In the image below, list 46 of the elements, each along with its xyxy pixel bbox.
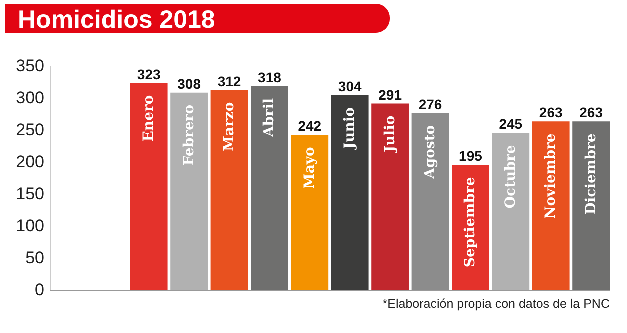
- x-tick-label: Junio: [342, 107, 358, 152]
- bar: [251, 86, 288, 290]
- y-tick-label: 50: [26, 248, 44, 268]
- y-tick-label: 300: [16, 88, 44, 108]
- x-tick-label: Mayo: [302, 147, 318, 190]
- x-tick-label: Enero: [141, 95, 158, 142]
- data-label: 263: [580, 104, 604, 121]
- bar: [412, 113, 450, 290]
- x-tick-label: Julio: [382, 116, 398, 155]
- x-tick-label: Diciembre: [583, 134, 600, 215]
- bar: [331, 95, 369, 290]
- bar: [532, 122, 570, 290]
- y-tick-label: 0: [35, 280, 44, 300]
- data-label: 245: [499, 116, 523, 132]
- data-label: 308: [178, 76, 202, 92]
- data-label: 276: [418, 96, 442, 112]
- bar: [572, 122, 610, 290]
- data-label: 195: [459, 148, 483, 164]
- x-tick-label: Abril: [262, 98, 278, 138]
- data-label: 304: [338, 78, 362, 94]
- data-label: 312: [218, 73, 242, 90]
- bar: [130, 83, 168, 290]
- data-label: 263: [539, 104, 563, 121]
- chart-title: Homicidios 2018: [18, 6, 216, 34]
- data-label: 291: [378, 86, 402, 103]
- bar: [372, 104, 409, 290]
- y-tick-label: 350: [16, 56, 44, 76]
- x-tick-label: Agosto: [422, 125, 439, 180]
- data-label: 323: [137, 66, 161, 82]
- y-tick-label: 250: [16, 120, 44, 140]
- x-tick-label: Noviembre: [543, 134, 560, 220]
- y-tick-label: 100: [16, 216, 44, 236]
- bar: [170, 92, 208, 290]
- x-tick-label: Marzo: [221, 102, 238, 152]
- data-label: 242: [298, 118, 322, 134]
- data-label: 318: [258, 69, 282, 86]
- bar: [492, 133, 530, 290]
- x-tick-label: Octubre: [502, 145, 519, 209]
- x-tick-label: Septiembre: [462, 177, 479, 268]
- y-tick-label: 150: [16, 184, 44, 204]
- x-tick-label: Febrero: [181, 104, 198, 166]
- text: *Elaboración propia con datos de la PNC: [382, 297, 610, 311]
- y-tick-label: 200: [16, 152, 44, 172]
- bar: [291, 135, 329, 290]
- bar: [452, 165, 490, 290]
- bar: [210, 90, 248, 290]
